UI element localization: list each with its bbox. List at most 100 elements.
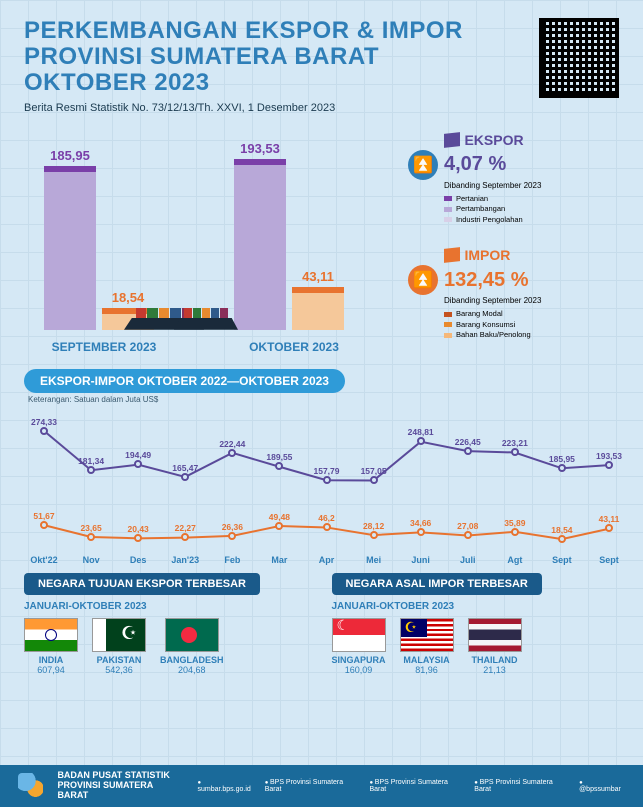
ekspor-stat: EKSPOR ⏫ 4,07 % Dibanding September 2023… — [408, 132, 619, 226]
chart-point: 226,45 — [464, 447, 472, 455]
chart-point: 223,21 — [511, 448, 519, 456]
page-title: PERKEMBANGAN EKSPOR & IMPOR PROVINSI SUM… — [24, 18, 619, 114]
ekspor-caption: Dibanding September 2023 — [444, 181, 619, 190]
chart-point: 185,95 — [558, 464, 566, 472]
footer-link[interactable]: BPS Provinsi Sumatera Barat — [369, 779, 464, 793]
footer-link[interactable]: sumbar.bps.go.id — [197, 779, 254, 793]
legend-item: Pertanian — [444, 194, 619, 205]
country-item: THAILAND 21,13 — [468, 618, 522, 675]
month-tick: Jan'23 — [171, 555, 199, 565]
impor-bar: 43,11 — [292, 287, 344, 330]
country-name: INDIA — [24, 655, 78, 665]
ekspor-legend: PertanianPertambanganIndustri Pengolahan — [444, 194, 619, 226]
chart-point: 23,65 — [87, 533, 95, 541]
country-name: SINGAPURA — [332, 655, 386, 665]
chart-point: 34,66 — [417, 528, 425, 536]
impor-pct: 132,45 % — [444, 269, 529, 292]
chart-point: 49,48 — [275, 522, 283, 530]
impor-caption: Dibanding September 2023 — [444, 296, 619, 305]
chart-point: 157,79 — [323, 476, 331, 484]
cube-icon — [444, 247, 460, 263]
chart-point: 222,44 — [228, 449, 236, 457]
month-tick: Apr — [319, 555, 335, 565]
cube-icon — [444, 132, 460, 148]
chart-point: 194,49 — [134, 460, 142, 468]
flag-icon — [400, 618, 454, 652]
chart-point: 165,47 — [181, 473, 189, 481]
footer-link[interactable]: @bpssumbar — [579, 779, 625, 793]
country-value: 542,36 — [92, 665, 146, 675]
country-name: THAILAND — [468, 655, 522, 665]
chart-point: 181,34 — [87, 466, 95, 474]
country-name: BANGLADESH — [160, 655, 224, 665]
title-line-3: OKTOBER 2023 — [24, 70, 619, 96]
chart-point: 26,36 — [228, 532, 236, 540]
footer-links: sumbar.bps.go.id BPS Provinsi Sumatera Ba… — [197, 779, 625, 793]
bps-logo-icon — [18, 773, 43, 799]
ekspor-bar: 185,95 — [44, 166, 96, 330]
impor-legend: Barang ModalBarang KonsumsiBahan Baku/Pe… — [444, 309, 619, 341]
country-name: MALAYSIA — [400, 655, 454, 665]
legend-item: Pertambangan — [444, 204, 619, 215]
flag-icon — [165, 618, 219, 652]
chart-point: 189,55 — [275, 462, 283, 470]
export-countries: NEGARA TUJUAN EKSPOR TERBESAR JANUARI-OK… — [24, 573, 312, 675]
chart-point: 35,89 — [511, 528, 519, 536]
country-value: 21,13 — [468, 665, 522, 675]
country-value: 160,09 — [332, 665, 386, 675]
country-item: PAKISTAN 542,36 — [92, 618, 146, 675]
arrow-up-icon: ⏫ — [408, 150, 438, 180]
country-item: MALAYSIA 81,96 — [400, 618, 454, 675]
title-line-1: PERKEMBANGAN EKSPOR & IMPOR — [24, 18, 619, 44]
flag-icon — [24, 618, 78, 652]
chart-point: 20,43 — [134, 534, 142, 542]
month-tick: Nov — [83, 555, 100, 565]
bar-group: 193,53 43,11 — [234, 159, 354, 330]
month-tick: Mei — [366, 555, 381, 565]
chart-point: 274,33 — [40, 427, 48, 435]
flag-icon — [468, 618, 522, 652]
country-value: 607,94 — [24, 665, 78, 675]
subtitle: Berita Resmi Statistik No. 73/12/13/Th. … — [24, 102, 619, 114]
chart-point: 51,67 — [40, 521, 48, 529]
timeline-caption: Keterangan: Satuan dalam Juta US$ — [28, 395, 619, 404]
ship-icon — [174, 306, 238, 330]
chart-point: 157,05 — [370, 476, 378, 484]
flag-icon — [92, 618, 146, 652]
timeline-title: EKSPOR-IMPOR OKTOBER 2022—OKTOBER 2023 — [24, 369, 345, 393]
impor-title: IMPOR — [464, 247, 510, 263]
month-tick: Juni — [411, 555, 430, 565]
legend-item: Barang Modal — [444, 309, 619, 320]
timeline-chart: 274,33 181,34 194,49 165,47 222,44 189,5… — [24, 410, 619, 565]
country-value: 204,68 — [160, 665, 224, 675]
flag-icon — [332, 618, 386, 652]
legend-item: Bahan Baku/Penolong — [444, 330, 619, 341]
title-line-2: PROVINSI SUMATERA BARAT — [24, 44, 619, 70]
chart-point: 43,11 — [605, 524, 613, 532]
import-countries-title: NEGARA ASAL IMPOR TERBESAR — [332, 573, 542, 595]
hero-bar-chart: 185,95 18,54 SEPTEMBER 2023 193,53 43,11… — [24, 132, 394, 362]
qr-code[interactable] — [539, 18, 619, 98]
chart-point: 193,53 — [605, 461, 613, 469]
month-tick: Sept — [599, 555, 619, 565]
footer-link[interactable]: BPS Provinsi Sumatera Barat — [474, 779, 569, 793]
chart-point: 28,12 — [370, 531, 378, 539]
ekspor-title: EKSPOR — [464, 132, 523, 148]
footer-org-2: PROVINSI SUMATERA BARAT — [57, 781, 183, 801]
country-item: INDIA 607,94 — [24, 618, 78, 675]
footer-org: BADAN PUSAT STATISTIK PROVINSI SUMATERA … — [57, 771, 183, 801]
country-name: PAKISTAN — [92, 655, 146, 665]
month-tick: Feb — [224, 555, 240, 565]
country-value: 81,96 — [400, 665, 454, 675]
footer-link[interactable]: BPS Provinsi Sumatera Barat — [265, 779, 360, 793]
arrow-up-icon: ⏫ — [408, 265, 438, 295]
chart-point: 18,54 — [558, 535, 566, 543]
export-period: JANUARI-OKTOBER 2023 — [24, 601, 312, 612]
month-tick: Okt'22 — [30, 555, 57, 565]
month-tick: Des — [130, 555, 147, 565]
impor-stat: IMPOR ⏫ 132,45 % Dibanding September 202… — [408, 247, 619, 341]
country-item: SINGAPURA 160,09 — [332, 618, 386, 675]
legend-item: Barang Konsumsi — [444, 320, 619, 331]
month-label: SEPTEMBER 2023 — [34, 340, 174, 354]
chart-point: 46,2 — [323, 523, 331, 531]
